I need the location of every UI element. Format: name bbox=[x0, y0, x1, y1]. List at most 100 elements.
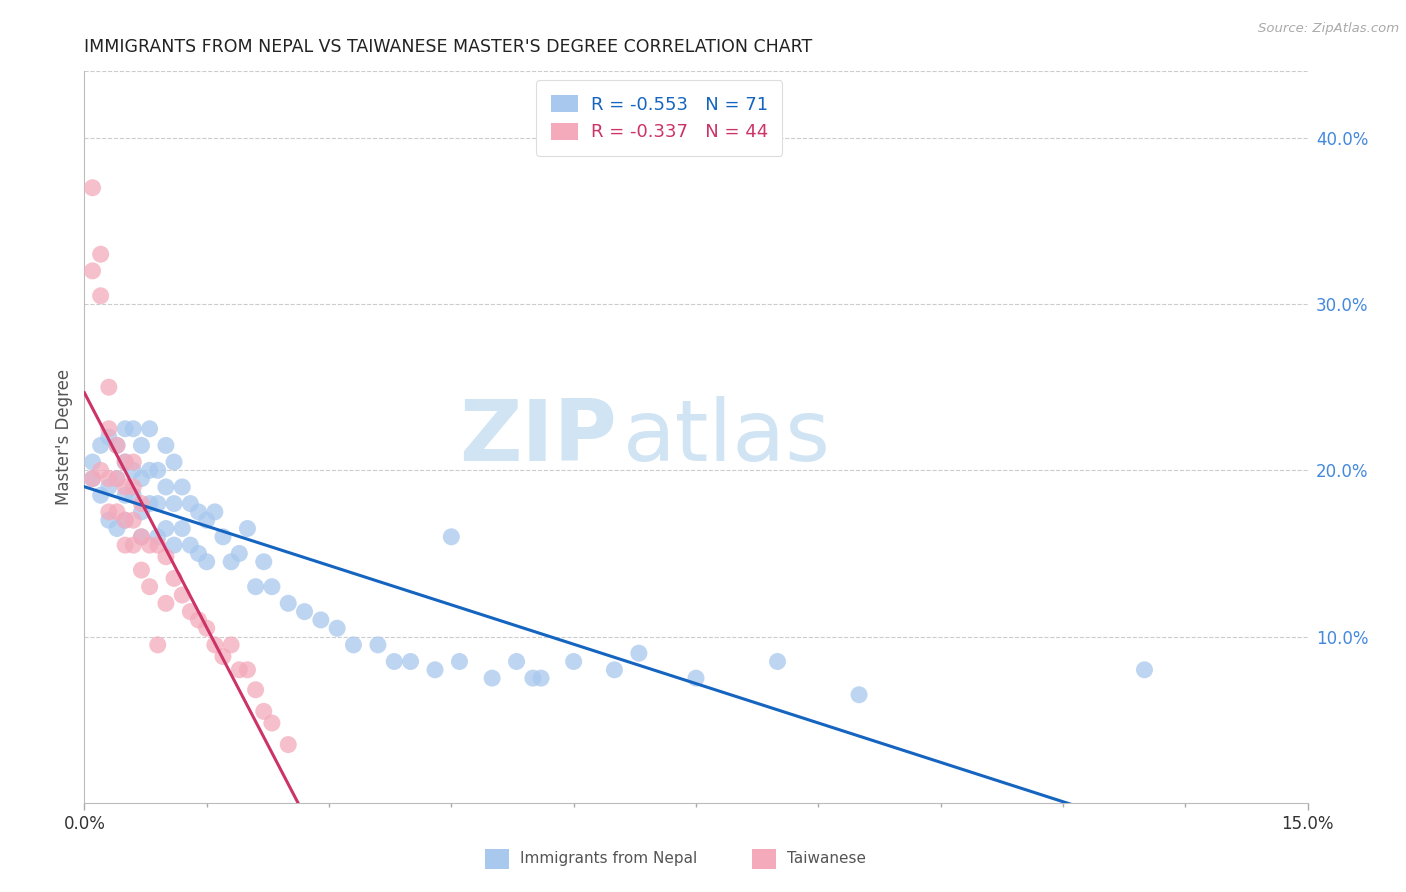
Point bbox=[277, 738, 299, 752]
Point bbox=[172, 588, 194, 602]
Point bbox=[114, 488, 136, 502]
Point bbox=[212, 530, 235, 544]
Point bbox=[122, 513, 145, 527]
Point bbox=[204, 638, 226, 652]
Point bbox=[138, 497, 160, 511]
Point bbox=[236, 663, 259, 677]
Point bbox=[138, 422, 160, 436]
Point bbox=[309, 613, 332, 627]
Point bbox=[90, 438, 112, 452]
Point bbox=[105, 438, 128, 452]
Point bbox=[114, 422, 136, 436]
Point bbox=[97, 513, 120, 527]
Point bbox=[131, 497, 153, 511]
Text: atlas: atlas bbox=[623, 395, 831, 479]
Point bbox=[122, 422, 145, 436]
Point bbox=[187, 613, 209, 627]
Point bbox=[105, 521, 128, 535]
Point bbox=[187, 546, 209, 560]
Point bbox=[423, 663, 446, 677]
Point bbox=[146, 638, 169, 652]
Point bbox=[848, 688, 870, 702]
Point bbox=[228, 546, 250, 560]
Point bbox=[382, 655, 405, 669]
Point bbox=[245, 580, 267, 594]
Point bbox=[195, 513, 218, 527]
Point bbox=[195, 621, 218, 635]
Point bbox=[138, 463, 160, 477]
Text: Taiwanese: Taiwanese bbox=[787, 851, 866, 865]
Text: ZIP: ZIP bbox=[458, 395, 616, 479]
Text: Immigrants from Nepal: Immigrants from Nepal bbox=[520, 851, 697, 865]
Point bbox=[245, 682, 267, 697]
Point bbox=[114, 513, 136, 527]
Point bbox=[155, 438, 177, 452]
Point bbox=[90, 463, 112, 477]
Point bbox=[253, 555, 276, 569]
Point bbox=[131, 563, 153, 577]
Point bbox=[1133, 663, 1156, 677]
Point bbox=[105, 472, 128, 486]
Point bbox=[131, 438, 153, 452]
Point bbox=[105, 472, 128, 486]
Point bbox=[82, 472, 104, 486]
Point bbox=[603, 663, 626, 677]
Point bbox=[122, 463, 145, 477]
Point bbox=[97, 430, 120, 444]
Point bbox=[179, 497, 201, 511]
Point bbox=[131, 505, 153, 519]
Point bbox=[172, 521, 194, 535]
Y-axis label: Master's Degree: Master's Degree bbox=[55, 369, 73, 505]
Point bbox=[114, 513, 136, 527]
Point bbox=[440, 530, 463, 544]
Point bbox=[90, 289, 112, 303]
Point bbox=[90, 247, 112, 261]
Point bbox=[179, 538, 201, 552]
Point bbox=[122, 455, 145, 469]
Point bbox=[449, 655, 471, 669]
Point bbox=[114, 480, 136, 494]
Point bbox=[163, 571, 186, 585]
Point bbox=[97, 480, 120, 494]
Point bbox=[163, 455, 186, 469]
Point bbox=[187, 505, 209, 519]
Point bbox=[179, 605, 201, 619]
Point bbox=[253, 705, 276, 719]
Point bbox=[82, 472, 104, 486]
Point bbox=[228, 663, 250, 677]
Point bbox=[562, 655, 585, 669]
Point bbox=[97, 422, 120, 436]
Point bbox=[163, 538, 186, 552]
Point bbox=[131, 472, 153, 486]
Point bbox=[97, 505, 120, 519]
Point bbox=[131, 530, 153, 544]
Point bbox=[627, 646, 650, 660]
Point bbox=[260, 716, 283, 731]
Point bbox=[236, 521, 259, 535]
Point bbox=[367, 638, 389, 652]
Point bbox=[105, 505, 128, 519]
Point bbox=[155, 480, 177, 494]
Point bbox=[505, 655, 527, 669]
Point bbox=[146, 538, 169, 552]
Point bbox=[481, 671, 503, 685]
Point bbox=[172, 480, 194, 494]
Point bbox=[122, 480, 145, 494]
Point bbox=[219, 638, 242, 652]
Point bbox=[138, 580, 160, 594]
Point bbox=[114, 455, 136, 469]
Point bbox=[260, 580, 283, 594]
Point bbox=[114, 538, 136, 552]
Point bbox=[155, 596, 177, 610]
Text: Source: ZipAtlas.com: Source: ZipAtlas.com bbox=[1258, 22, 1399, 36]
Point bbox=[122, 538, 145, 552]
Point bbox=[155, 521, 177, 535]
Point bbox=[146, 497, 169, 511]
Legend: R = -0.553   N = 71, R = -0.337   N = 44: R = -0.553 N = 71, R = -0.337 N = 44 bbox=[536, 80, 782, 156]
Point bbox=[342, 638, 364, 652]
Text: IMMIGRANTS FROM NEPAL VS TAIWANESE MASTER'S DEGREE CORRELATION CHART: IMMIGRANTS FROM NEPAL VS TAIWANESE MASTE… bbox=[84, 38, 813, 56]
Point bbox=[399, 655, 422, 669]
Point bbox=[114, 455, 136, 469]
Point bbox=[131, 530, 153, 544]
Point bbox=[219, 555, 242, 569]
